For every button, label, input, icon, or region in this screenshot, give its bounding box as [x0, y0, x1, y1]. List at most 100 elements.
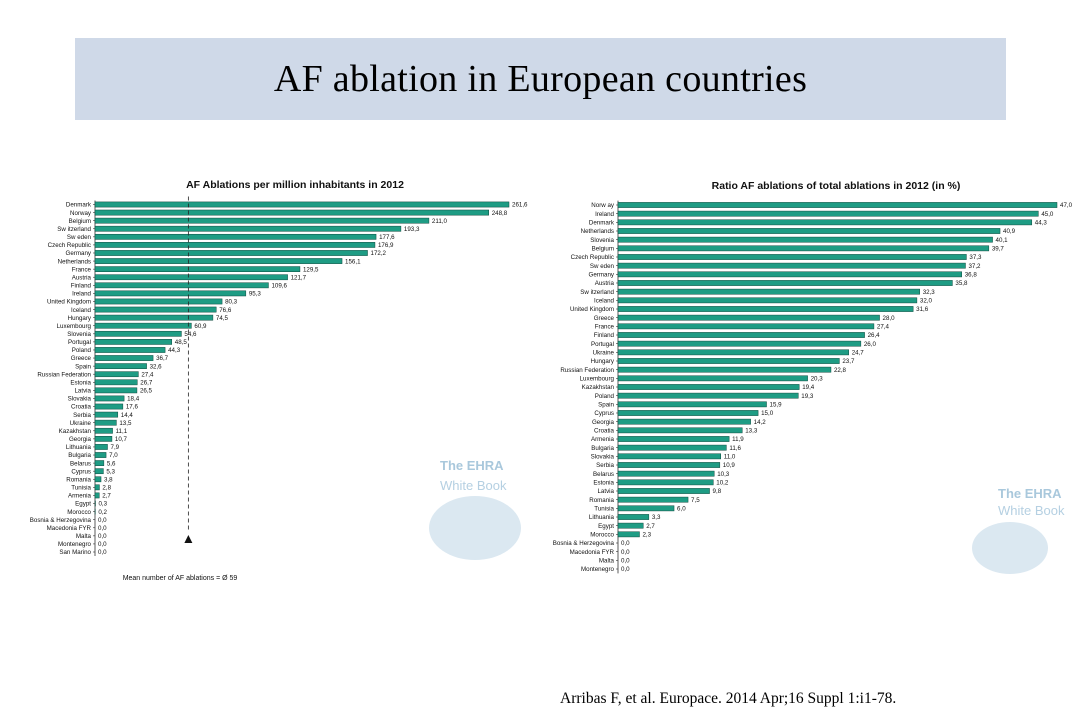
value-label-armenia: 2,7	[102, 493, 111, 500]
chart-left-title: AF Ablations per million inhabitants in …	[186, 179, 404, 191]
category-label-france: France	[72, 266, 92, 273]
value-label-luxembourg: 60,9	[194, 323, 207, 330]
bar-latvia	[94, 387, 138, 394]
category-label-romania: Romania	[66, 476, 91, 483]
value-label-slovakia: 18,4	[127, 396, 140, 403]
value-label-spain: 32,6	[150, 363, 163, 370]
category-label-kazakhstan: Kazakhstan	[59, 428, 92, 435]
bar-hungary	[617, 358, 840, 364]
category-label-croatia: Croatia	[71, 404, 92, 411]
value-label-poland: 44,3	[168, 347, 181, 354]
bar-netherlands	[94, 258, 343, 264]
value-label-switzerland: 32,3	[923, 289, 936, 296]
category-label-armenia: Armenia	[591, 436, 615, 443]
value-label-egypt: 2,7	[646, 523, 655, 530]
value-label-france: 129,5	[303, 266, 319, 273]
value-label-belarus: 10,3	[717, 471, 730, 478]
value-label-hungary: 74,5	[216, 315, 229, 322]
category-label-cyprus: Cyprus	[71, 468, 91, 475]
bar-tunisia	[617, 505, 675, 512]
category-label-sweden: Sw eden	[67, 234, 92, 241]
bar-luxembourg	[617, 375, 808, 382]
bar-lithuania	[94, 444, 108, 450]
value-label-kazakhstan: 11,1	[116, 428, 128, 435]
bar-czech-republic	[94, 242, 376, 248]
category-label-latvia: Latvia	[597, 488, 614, 495]
bar-morocco	[617, 531, 640, 538]
bar-tunisia	[94, 484, 100, 491]
value-label-malta: 0,0	[621, 558, 630, 565]
category-label-ireland: Ireland	[595, 211, 614, 218]
bar-romania	[94, 476, 102, 483]
value-label-austria: 35,8	[955, 280, 968, 287]
bar-portugal	[617, 340, 862, 347]
category-label-denmark: Denmark	[589, 220, 615, 227]
bar-belgium	[617, 245, 990, 252]
value-label-armenia: 11,9	[732, 436, 744, 443]
value-label-malta: 0,0	[98, 533, 107, 540]
category-label-hungary: Hungary	[591, 358, 615, 365]
value-label-spain: 15,9	[770, 402, 783, 409]
category-label-spain: Spain	[75, 363, 91, 370]
value-label-montenegro: 0,0	[621, 566, 630, 573]
bar-austria	[617, 280, 953, 286]
value-label-georgia: 14,2	[754, 419, 767, 426]
value-label-croatia: 17,6	[126, 404, 139, 411]
watermark-line2: White Book	[440, 478, 507, 493]
category-label-estonia: Estonia	[70, 379, 91, 386]
chart-left-plot: Denmark 261,6 Norway 248,8 Belgium 211,0 Sw it…	[30, 196, 528, 556]
bar-russian-federation	[617, 366, 832, 373]
watermark-line1: The EHRA	[998, 486, 1062, 501]
value-label-georgia: 10,7	[115, 436, 128, 443]
value-label-norway: 47,0	[1060, 202, 1073, 209]
bar-cyprus	[94, 468, 104, 475]
category-label-greece: Greece	[71, 355, 92, 362]
category-label-iceland: Iceland	[71, 307, 92, 314]
category-label-switzerland: Sw itzerland	[57, 226, 91, 233]
citation: Arribas F, et al. Europace. 2014 Apr;16 …	[560, 690, 897, 707]
value-label-germany: 172,2	[371, 250, 387, 257]
value-label-greece: 28,0	[883, 315, 896, 322]
value-label-tunisia: 6,0	[677, 506, 686, 513]
category-label-sweden: Sw eden	[590, 263, 615, 270]
category-label-belgium: Belgium	[69, 218, 91, 225]
bar-georgia	[94, 436, 113, 442]
category-label-kazakhstan: Kazakhstan	[582, 384, 615, 391]
bar-sweden	[617, 262, 966, 269]
value-label-denmark: 44,3	[1035, 220, 1048, 227]
value-label-estonia: 10,2	[716, 480, 729, 487]
chart-right-watermark: The EHRA White Book	[972, 486, 1065, 574]
value-label-iceland: 32,0	[920, 298, 933, 305]
mean-arrow-icon	[184, 535, 193, 543]
bar-slovenia	[617, 236, 993, 243]
value-label-latvia: 9,8	[713, 488, 722, 495]
bar-bulgaria	[94, 452, 107, 458]
bar-cyprus	[617, 410, 759, 416]
globe-icon	[429, 496, 521, 560]
bar-denmark	[617, 219, 1033, 226]
category-label-tunisia: Tunisia	[71, 485, 91, 492]
category-label-poland: Poland	[72, 347, 92, 354]
category-label-germany: Germany	[589, 272, 615, 279]
bar-france	[94, 266, 301, 273]
bar-slovakia	[617, 453, 721, 460]
bar-spain	[617, 401, 767, 408]
value-label-czech-republic: 176,9	[378, 242, 394, 249]
category-label-slovenia: Slovenia	[590, 237, 614, 244]
category-label-finland: Finland	[594, 332, 615, 339]
value-label-russian-federation: 27,4	[141, 371, 154, 378]
category-label-czech-republic: Czech Republic	[48, 242, 91, 249]
bar-greece	[617, 314, 880, 321]
category-label-norway: Norway	[70, 210, 92, 217]
category-label-switzerland: Sw itzerland	[580, 289, 614, 296]
value-label-croatia: 13,3	[745, 428, 758, 435]
bar-serbia	[617, 462, 721, 468]
category-label-lithuania: Lithuania	[66, 444, 92, 451]
bar-germany	[617, 271, 962, 278]
bar-portugal	[94, 339, 173, 345]
bar-iceland	[94, 306, 217, 313]
category-label-russian-federation: Russian Federation	[560, 367, 614, 374]
category-label-poland: Poland	[595, 393, 615, 400]
category-label-finland: Finland	[71, 283, 92, 290]
watermark-line1: The EHRA	[440, 458, 504, 473]
